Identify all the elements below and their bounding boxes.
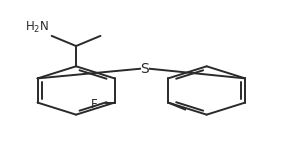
Text: S: S bbox=[141, 62, 149, 76]
Text: H$_2$N: H$_2$N bbox=[25, 20, 49, 35]
Text: F: F bbox=[91, 98, 97, 111]
